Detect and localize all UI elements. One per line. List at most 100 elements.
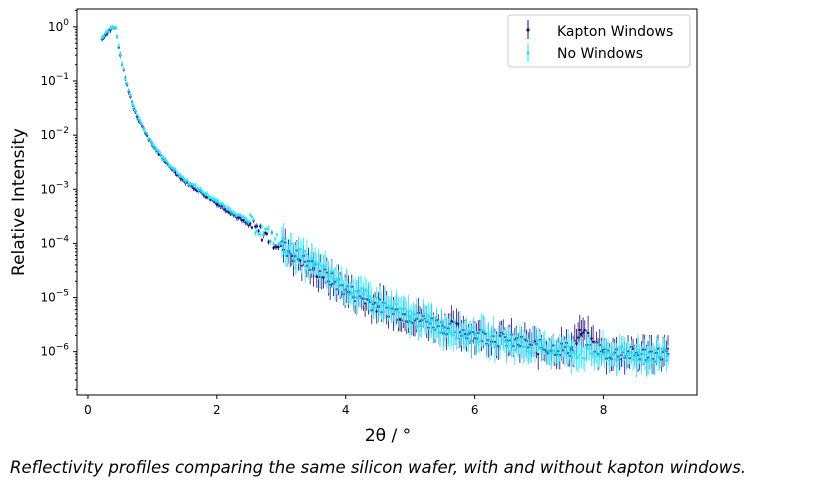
data-point	[385, 303, 388, 307]
data-point	[531, 339, 535, 343]
data-point	[613, 353, 616, 356]
data-point	[265, 232, 269, 236]
data-point	[526, 350, 530, 353]
data-point	[115, 35, 119, 38]
data-point	[621, 350, 625, 353]
data-point	[467, 338, 470, 341]
data-point	[353, 290, 357, 293]
data-point	[114, 26, 118, 30]
data-point	[440, 320, 443, 323]
data-point	[620, 345, 623, 349]
data-point	[292, 253, 295, 256]
data-point	[240, 219, 244, 222]
data-point	[245, 219, 249, 222]
data-point	[348, 293, 352, 296]
data-point	[255, 224, 259, 228]
data-point	[443, 329, 447, 333]
data-point	[633, 356, 636, 359]
data-point	[165, 160, 169, 164]
y-tick-label: 10−3	[40, 180, 69, 196]
data-point	[260, 225, 264, 228]
data-point	[602, 352, 605, 356]
data-point	[270, 232, 274, 235]
data-point	[382, 310, 385, 314]
data-point	[332, 277, 335, 280]
data-point	[623, 347, 626, 351]
data-point	[139, 121, 142, 124]
data-point	[368, 295, 372, 299]
data-point	[493, 345, 497, 349]
x-axis-ticks: 0 2 4 6 8	[84, 395, 607, 417]
data-point	[323, 264, 327, 268]
data-point	[174, 168, 177, 171]
data-point	[298, 259, 302, 262]
data-point	[590, 337, 593, 340]
data-point	[227, 206, 230, 210]
data-point	[648, 352, 651, 355]
data-point	[363, 302, 367, 305]
data-point	[338, 284, 342, 288]
data-point	[415, 312, 418, 316]
data-point	[425, 318, 428, 321]
data-point	[297, 249, 300, 252]
figure-caption: Reflectivity profiles comparing the same…	[10, 458, 747, 477]
data-point	[330, 270, 334, 273]
series-no-windows	[100, 24, 670, 378]
data-point	[151, 142, 154, 146]
data-point	[194, 188, 197, 191]
data-point	[660, 355, 663, 359]
data-point	[124, 77, 127, 80]
data-point	[312, 263, 315, 267]
data-point	[546, 349, 550, 352]
data-point	[407, 310, 410, 313]
data-point	[132, 105, 135, 109]
legend: Kapton Windows No Windows	[507, 14, 691, 68]
data-point	[483, 330, 487, 333]
data-point	[350, 291, 353, 294]
data-point	[661, 346, 665, 350]
data-point	[505, 345, 508, 349]
data-point	[275, 233, 279, 236]
data-point	[458, 323, 462, 326]
legend-label-no-windows: No Windows	[557, 46, 643, 62]
data-point	[205, 192, 209, 195]
data-point	[550, 351, 553, 354]
data-point	[105, 30, 109, 33]
data-point	[500, 333, 503, 337]
data-point	[111, 25, 114, 29]
data-point	[601, 345, 605, 348]
data-point	[234, 212, 237, 216]
data-point	[497, 334, 500, 338]
data-point	[560, 347, 563, 350]
data-point	[352, 294, 355, 297]
data-point	[487, 332, 490, 335]
data-point	[362, 292, 365, 296]
data-point	[482, 328, 485, 332]
data-point	[154, 147, 157, 150]
data-point	[628, 352, 631, 356]
data-point	[448, 330, 452, 334]
data-point	[643, 353, 646, 356]
data-point	[376, 302, 380, 306]
data-point	[533, 351, 537, 355]
data-point	[397, 311, 400, 314]
data-point	[337, 279, 340, 282]
data-point	[580, 350, 583, 353]
data-point	[625, 355, 628, 358]
data-point	[254, 231, 257, 235]
data-point	[583, 328, 586, 332]
data-point	[358, 290, 362, 293]
data-point	[340, 277, 343, 280]
data-point	[520, 341, 523, 344]
y-tick-label: 10−5	[40, 289, 69, 305]
data-point	[250, 226, 254, 229]
data-point	[305, 253, 309, 256]
data-point	[274, 237, 277, 240]
data-point	[575, 342, 578, 345]
data-point	[478, 339, 482, 343]
data-point	[473, 333, 477, 337]
data-point	[272, 246, 275, 250]
data-point	[605, 348, 608, 352]
data-point	[635, 359, 638, 362]
data-point	[498, 334, 502, 338]
